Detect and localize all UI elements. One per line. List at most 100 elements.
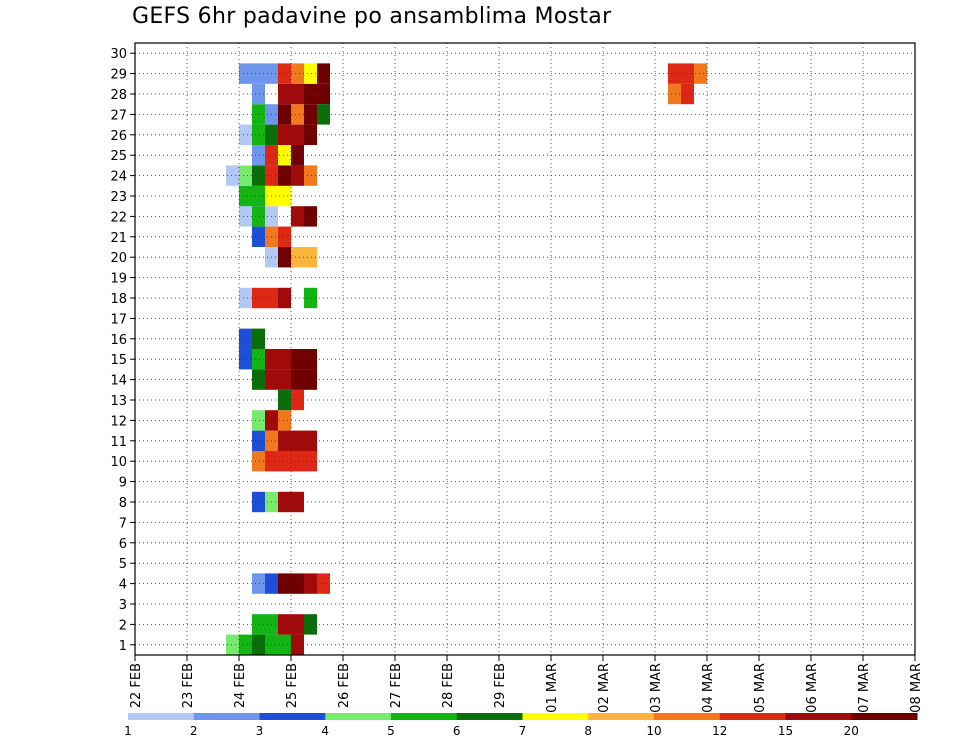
x-tick-label: 02 MAR — [597, 663, 612, 713]
colorbar-swatch — [325, 713, 392, 720]
heatmap-cell — [291, 104, 304, 125]
heatmap-cell — [278, 369, 291, 390]
x-tick-label: 04 MAR — [701, 663, 716, 713]
heatmap-cells — [226, 63, 707, 655]
heatmap-cell — [239, 349, 252, 370]
heatmap-cell — [239, 328, 252, 349]
y-tick-label: 15 — [110, 353, 127, 368]
colorbar-label: 15 — [778, 724, 793, 738]
x-tick-label: 26 FEB — [337, 663, 352, 708]
heatmap-cell — [278, 573, 291, 594]
heatmap-cell — [226, 165, 239, 186]
heatmap-cell — [694, 63, 707, 84]
colorbar-label: 5 — [387, 724, 395, 738]
heatmap-cell — [668, 83, 681, 105]
heatmap-cell — [278, 63, 291, 84]
heatmap-cell — [278, 349, 291, 370]
colorbar-swatch — [259, 713, 326, 720]
x-tick-label: 24 FEB — [233, 663, 248, 708]
heatmap-cell — [252, 634, 265, 655]
colorbar: 1 2 3 4 5 6 7 8 10 12 15 20 — [124, 713, 918, 738]
heatmap-cell — [252, 349, 265, 370]
heatmap-cell — [304, 165, 317, 186]
chart-title: GEFS 6hr padavine po ansamblima Mostar — [132, 4, 612, 29]
heatmap-cell — [252, 410, 265, 431]
heatmap-cell — [278, 430, 291, 451]
heatmap-cell — [291, 451, 304, 472]
heatmap-cell — [291, 349, 304, 370]
y-tick-label: 10 — [110, 455, 127, 470]
heatmap-cell — [252, 369, 265, 390]
heatmap-cell — [291, 634, 304, 655]
y-tick-label: 29 — [110, 68, 127, 83]
heatmap-cell — [252, 206, 265, 227]
x-tick-label: 08 MAR — [909, 663, 924, 713]
x-tick-label: 01 MAR — [545, 663, 560, 713]
y-tick-label: 7 — [119, 516, 127, 531]
heatmap-cell — [252, 104, 265, 125]
heatmap-cell — [252, 430, 265, 451]
heatmap-cell — [252, 226, 265, 247]
y-tick-label: 12 — [110, 414, 127, 429]
heatmap-cell — [304, 104, 317, 125]
y-tick-label: 16 — [110, 333, 127, 348]
heatmap-cell — [252, 491, 265, 513]
y-tick-label: 4 — [119, 578, 127, 593]
colorbar-label: 3 — [256, 724, 264, 738]
heatmap-cell — [291, 63, 304, 84]
y-tick-label: 20 — [110, 251, 127, 266]
heatmap-cell — [304, 451, 317, 472]
y-axis: 1234567891011121314151617181920212223242… — [110, 47, 135, 654]
colorbar-swatch — [456, 713, 523, 720]
x-tick-label: 29 FEB — [493, 663, 508, 708]
x-tick-label: 03 MAR — [649, 663, 664, 713]
y-tick-label: 5 — [119, 557, 127, 572]
heatmap-cell — [239, 634, 252, 655]
heatmap-cell — [291, 573, 304, 594]
y-tick-label: 23 — [110, 190, 127, 205]
heatmap-cell — [278, 247, 291, 268]
heatmap-cell — [291, 614, 304, 635]
colorbar-label: 20 — [844, 724, 859, 738]
heatmap-cell — [278, 104, 291, 125]
heatmap-cell — [304, 124, 317, 145]
heatmap-cell — [278, 451, 291, 472]
heatmap-cell — [291, 124, 304, 145]
heatmap-cell — [278, 389, 291, 411]
y-tick-label: 27 — [110, 108, 127, 123]
y-tick-label: 30 — [110, 47, 127, 62]
colorbar-label: 1 — [124, 724, 132, 738]
heatmap-cell — [668, 63, 681, 84]
heatmap-cell — [278, 491, 291, 513]
x-tick-label: 22 FEB — [129, 663, 144, 708]
heatmap-cell — [278, 165, 291, 186]
colorbar-swatch — [522, 713, 589, 720]
heatmap-cell — [252, 63, 265, 84]
heatmap-cell — [291, 430, 304, 451]
y-tick-label: 6 — [119, 537, 127, 552]
heatmap-cell — [291, 491, 304, 513]
x-tick-label: 25 FEB — [285, 663, 300, 708]
heatmap-cell — [291, 165, 304, 186]
colorbar-label: 10 — [646, 724, 661, 738]
heatmap-cell — [252, 83, 265, 105]
heatmap-cell — [278, 145, 291, 166]
heatmap-cell — [304, 369, 317, 390]
colorbar-swatch — [719, 713, 786, 720]
y-tick-label: 26 — [110, 129, 127, 144]
heatmap-cell — [304, 349, 317, 370]
heatmap-cell — [278, 634, 291, 655]
colorbar-label: 7 — [519, 724, 527, 738]
colorbar-swatch — [391, 713, 458, 720]
y-tick-label: 19 — [110, 272, 127, 287]
colorbar-label: 4 — [321, 724, 329, 738]
heatmap-cell — [252, 573, 265, 594]
y-tick-label: 13 — [110, 394, 127, 409]
colorbar-swatch — [785, 713, 852, 720]
colorbar-label: 2 — [190, 724, 198, 738]
y-tick-label: 14 — [110, 374, 127, 389]
colorbar-swatch — [654, 713, 721, 720]
plot-frame — [134, 42, 916, 656]
y-tick-label: 2 — [119, 618, 127, 633]
